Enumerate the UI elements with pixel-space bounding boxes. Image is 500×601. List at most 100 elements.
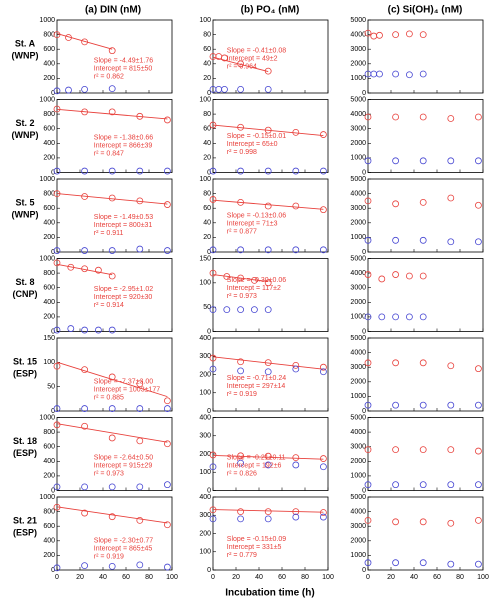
- row-label: St. 2: [15, 118, 34, 128]
- data-point: [364, 359, 372, 367]
- data-point: [81, 167, 88, 175]
- data-point: [108, 326, 116, 334]
- column-title: (b) PO₄ (nM): [241, 5, 300, 16]
- y-tick-label: 5000: [350, 96, 366, 103]
- x-tick-label: 60: [433, 574, 441, 581]
- data-point: [392, 70, 400, 78]
- y-tick-label: 5000: [350, 255, 366, 262]
- y-tick-label: 300: [199, 512, 211, 519]
- data-point: [419, 198, 427, 206]
- fit-annotation: r² = 0.862: [94, 74, 124, 81]
- data-point: [81, 85, 88, 93]
- data-point: [209, 463, 217, 471]
- y-tick-label: 0: [51, 328, 55, 335]
- data-point: [447, 481, 455, 489]
- fit-annotation: Intercept = 1003±177: [94, 387, 160, 394]
- row-label: St. A: [15, 38, 36, 48]
- data-point: [108, 434, 116, 442]
- y-tick-label: 0: [207, 169, 211, 176]
- fit-annotation: Slope = -1.49±0.53: [94, 214, 153, 221]
- data-point: [319, 167, 327, 175]
- data-point: [392, 359, 400, 367]
- y-tick-label: 800: [43, 31, 55, 38]
- data-point: [264, 85, 272, 93]
- fit-annotation: Intercept = 331±5: [227, 544, 282, 551]
- y-tick-label: 5000: [350, 494, 366, 501]
- data-point: [215, 85, 223, 93]
- y-tick-label: 100: [199, 390, 211, 397]
- fit-line: [56, 108, 168, 120]
- data-point: [364, 271, 372, 278]
- y-tick-label: 40: [203, 220, 211, 227]
- y-tick-label: 400: [199, 414, 211, 421]
- data-point: [237, 459, 245, 467]
- y-tick-label: 2000: [350, 379, 366, 386]
- data-point: [319, 509, 327, 516]
- data-point: [67, 325, 75, 332]
- data-point: [81, 193, 88, 200]
- y-tick-label: 200: [199, 451, 211, 458]
- row-label: St. 15: [13, 356, 37, 366]
- data-point: [419, 157, 427, 165]
- data-point: [237, 358, 245, 366]
- data-point: [53, 167, 61, 175]
- data-point: [53, 362, 61, 370]
- y-tick-label: 40: [203, 140, 211, 147]
- data-point: [364, 157, 372, 165]
- data-point: [419, 446, 427, 454]
- y-tick-label: 4000: [350, 270, 366, 277]
- data-point: [237, 198, 245, 206]
- data-point: [392, 157, 400, 165]
- row-label: St. 8: [15, 277, 34, 287]
- data-point: [364, 313, 372, 321]
- y-tick-label: 60: [203, 205, 211, 212]
- data-point: [81, 38, 88, 46]
- data-point: [264, 452, 272, 460]
- y-tick-label: 0: [362, 249, 366, 256]
- y-tick-label: 2000: [350, 140, 366, 147]
- data-point: [370, 70, 378, 78]
- fit-annotation: Slope = -0.15±0.09: [227, 536, 286, 543]
- y-tick-label: 3000: [350, 126, 366, 133]
- y-tick-label: 1000: [39, 494, 55, 501]
- fit-annotation: Intercept = 297±14: [227, 383, 286, 390]
- data-point: [53, 247, 61, 254]
- fit-annotation: r² = 0.973: [94, 470, 124, 477]
- data-point: [53, 31, 61, 38]
- data-point: [163, 405, 171, 412]
- data-point: [474, 365, 482, 373]
- data-point: [209, 167, 217, 175]
- plot-frame: [367, 258, 484, 332]
- data-point: [405, 272, 413, 280]
- x-tick-label: 0: [55, 574, 59, 581]
- data-point: [108, 513, 116, 521]
- fit-annotation: Slope = -2.30±0.77: [94, 538, 153, 545]
- y-tick-label: 300: [199, 433, 211, 440]
- x-axis-label: Incubation time (h): [225, 588, 314, 599]
- x-tick-label: 100: [477, 574, 489, 581]
- y-tick-label: 4000: [350, 349, 366, 356]
- row-label: St. 21: [13, 515, 37, 525]
- data-point: [474, 560, 482, 568]
- y-tick-label: 1000: [39, 414, 55, 421]
- fit-annotation: r² = 0.847: [94, 150, 124, 157]
- y-tick-label: 0: [207, 90, 211, 97]
- y-tick-label: 1000: [39, 17, 55, 24]
- fit-annotation: Slope = -0.71±0.24: [227, 375, 286, 382]
- data-point: [419, 31, 427, 38]
- data-point: [136, 112, 144, 120]
- plot-frame: [56, 99, 173, 173]
- data-point: [108, 194, 116, 202]
- data-point: [364, 401, 372, 409]
- data-point: [364, 446, 372, 454]
- y-tick-label: 1000: [350, 473, 366, 480]
- y-tick-label: 100: [199, 469, 211, 476]
- y-tick-label: 5000: [350, 17, 366, 24]
- data-point: [292, 128, 300, 136]
- x-tick-label: 80: [456, 574, 464, 581]
- data-point: [53, 105, 61, 113]
- y-tick-label: 80: [203, 31, 211, 38]
- data-point: [81, 509, 88, 517]
- data-point: [223, 306, 231, 314]
- data-point: [136, 516, 144, 524]
